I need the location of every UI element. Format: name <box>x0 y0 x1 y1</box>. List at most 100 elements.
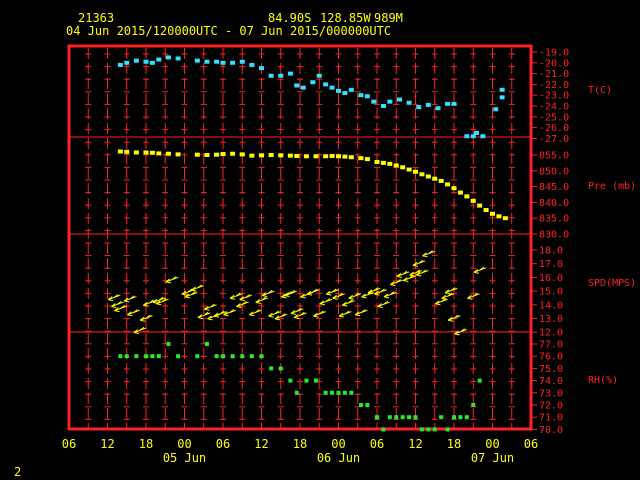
wind-barb-feather <box>274 310 279 315</box>
wind-barb-shaft <box>306 289 320 295</box>
wind-barb-shaft <box>239 294 253 301</box>
wind-barb-feather <box>348 299 353 304</box>
wind-barb-head <box>114 307 119 312</box>
wind-barb-head <box>361 293 366 298</box>
wind-barb-shaft <box>197 312 211 318</box>
wind-barb-shaft <box>165 276 179 283</box>
wind-barb-shaft <box>274 313 288 320</box>
wind-barb-shaft <box>377 301 391 307</box>
wind-barb-feather <box>245 294 251 298</box>
pressure-point <box>313 154 319 159</box>
pressure-point <box>451 186 457 191</box>
wind-barb-head <box>338 312 344 317</box>
wind-barb <box>377 300 391 308</box>
rh-point <box>166 342 171 346</box>
rh-point <box>269 366 274 371</box>
wind-barb-feather <box>373 287 379 291</box>
wind-barb <box>139 314 153 322</box>
pressure-point <box>268 153 274 157</box>
wind-barb <box>342 299 355 307</box>
wind-barb-feather <box>319 310 324 315</box>
wind-barb-head <box>165 278 171 283</box>
temp-point <box>380 104 386 108</box>
wind-barb-head <box>293 314 299 318</box>
wind-barb <box>454 328 468 336</box>
pressure-point <box>249 153 255 158</box>
wind-barb-head <box>184 293 190 298</box>
rh-point <box>400 415 405 420</box>
pressure-point <box>143 150 149 155</box>
wind-barb-shaft <box>236 301 249 307</box>
wind-barb-shaft <box>223 309 237 316</box>
x-day-label: 07 Jun <box>471 451 514 465</box>
wind-barb <box>383 291 397 299</box>
wind-barb-head <box>139 316 145 321</box>
wind-barb <box>338 310 352 318</box>
pressure-point <box>477 203 483 208</box>
temp-point <box>316 73 322 78</box>
wind-barb-shaft <box>396 271 410 277</box>
wind-barb <box>444 287 458 295</box>
wind-barb <box>396 270 410 278</box>
temp-point <box>499 95 505 100</box>
wind-barb <box>332 292 346 300</box>
wind-barb-head <box>448 319 454 322</box>
rh-point <box>381 427 386 432</box>
pressure-point <box>400 165 406 170</box>
pressure-point <box>303 154 309 159</box>
wind-barb-head <box>268 312 273 317</box>
pressure-point <box>364 157 370 162</box>
wind-barb-feather <box>149 299 154 304</box>
wind-barb-shaft <box>255 297 269 303</box>
pressure-point <box>230 151 236 156</box>
rh-point <box>349 390 354 395</box>
wind-barb-feather <box>117 300 122 305</box>
wind-barb-head <box>127 311 132 316</box>
pressure-point <box>348 155 354 160</box>
pressure-point <box>175 152 181 157</box>
rh-point <box>413 415 418 420</box>
rh-point <box>134 354 139 359</box>
wind-barb-shaft <box>409 270 423 276</box>
wind-barb <box>261 289 275 298</box>
temp-point <box>287 71 293 76</box>
y-tick-label: 12.0 <box>539 328 563 339</box>
pressure-point <box>496 214 502 219</box>
wind-barb-head <box>332 294 338 299</box>
wind-barb-head <box>403 279 409 282</box>
wind-barb <box>415 269 429 277</box>
wind-barb-shaft <box>390 279 403 286</box>
y-tick-label: -25.0 <box>539 112 569 123</box>
x-day-label: 05 Jun <box>163 451 206 465</box>
wind-barb <box>223 309 237 317</box>
wind-barb-shaft <box>403 275 416 281</box>
pressure-point <box>464 194 470 199</box>
wind-barb-shaft <box>229 293 243 299</box>
wind-barb <box>204 303 217 311</box>
wind-barb-feather <box>296 307 302 312</box>
wind-barb-shaft <box>332 293 346 299</box>
wind-barb-shaft <box>133 327 147 334</box>
wind-barb-feather <box>229 309 235 313</box>
page-number: 2 <box>14 465 21 479</box>
plot-frame <box>67 44 533 431</box>
rh-point <box>294 390 299 395</box>
wind-barb-head <box>377 306 383 308</box>
rh-point <box>445 427 450 432</box>
wind-barb-feather <box>460 328 466 333</box>
rh-point <box>150 354 155 359</box>
elevation: 989M <box>374 11 403 25</box>
temp-point <box>175 56 181 61</box>
temp-point <box>348 87 354 92</box>
pressure-point <box>380 160 386 165</box>
x-tick-label: 06 <box>216 437 230 451</box>
wind-barb-head <box>143 304 149 307</box>
wind-barb <box>165 276 179 284</box>
x-tick-label: 06 <box>524 437 538 451</box>
wind-barb-feather <box>360 309 366 313</box>
rh-point <box>195 354 200 359</box>
x-tick-label: 12 <box>254 437 268 451</box>
wind-barb <box>402 274 416 282</box>
wind-barb-feather <box>332 288 337 293</box>
wind-barb <box>409 269 423 277</box>
